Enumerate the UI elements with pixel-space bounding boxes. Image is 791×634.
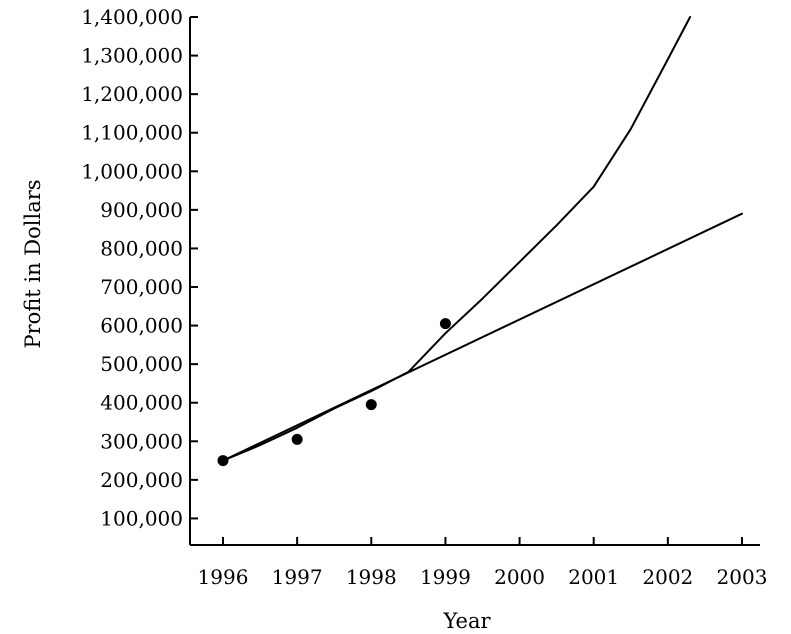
y-tick-label: 100,000 — [100, 506, 183, 530]
x-axis-title: Year — [442, 609, 491, 633]
y-axis-title: Profit in Dollars — [21, 179, 45, 348]
y-tick-label: 1,100,000 — [81, 121, 183, 145]
x-tick-label: 2002 — [642, 565, 693, 589]
y-tick-label: 1,400,000 — [81, 5, 183, 29]
y-ticks: 100,000 200,000 300,000 400,000 500,000 600,0… — [81, 5, 198, 530]
x-tick-label: 1996 — [198, 565, 249, 589]
series-layer — [222, 16, 743, 462]
y-tick-label: 1,200,000 — [81, 82, 183, 106]
x-tick-label: 2001 — [568, 565, 619, 589]
series-line-curve — [222, 16, 692, 462]
x-tick-label: 2003 — [717, 565, 768, 589]
x-ticks: 1996 1997 1998 1999 2000 2001 2002 2003 — [198, 537, 768, 589]
y-tick-label: 700,000 — [100, 275, 183, 299]
y-tick-label: 800,000 — [100, 236, 183, 260]
y-tick-label: 1,300,000 — [81, 44, 183, 68]
data-point — [291, 433, 303, 445]
series-line-straight — [222, 212, 743, 462]
data-point — [217, 455, 229, 467]
y-tick-label: 300,000 — [100, 429, 183, 453]
x-tick-label: 1998 — [346, 565, 397, 589]
x-tick-label: 1997 — [272, 565, 323, 589]
points-layer — [217, 318, 451, 467]
x-tick-label: 1999 — [420, 565, 471, 589]
y-tick-label: 400,000 — [100, 391, 183, 415]
y-tick-label: 1,000,000 — [81, 159, 183, 183]
y-tick-label: 500,000 — [100, 352, 183, 376]
y-tick-label: 200,000 — [100, 468, 183, 492]
data-point — [439, 318, 451, 330]
data-point — [365, 399, 377, 411]
y-tick-label: 900,000 — [100, 198, 183, 222]
x-tick-label: 2000 — [494, 565, 545, 589]
y-tick-label: 600,000 — [100, 314, 183, 338]
